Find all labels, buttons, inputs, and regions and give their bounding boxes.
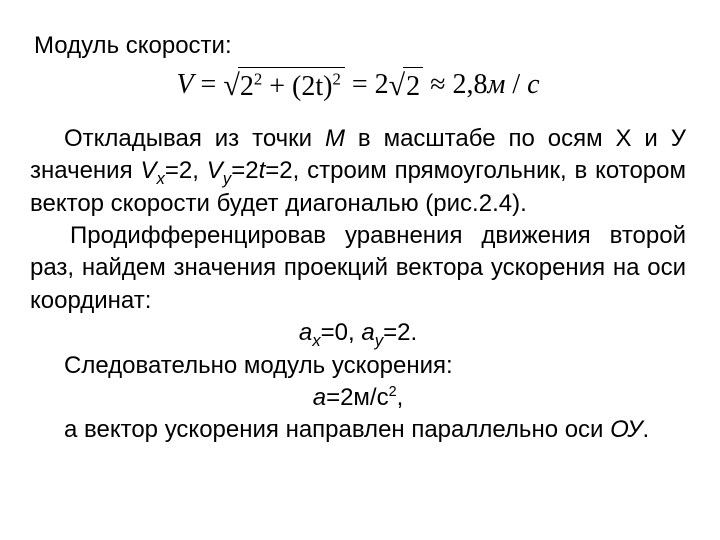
p1-t1: Откладывая из точки bbox=[64, 125, 325, 152]
p1-vy-sub: y bbox=[223, 169, 231, 188]
root1-b-coef: 2 bbox=[301, 71, 315, 102]
formula-coef: 2 bbox=[375, 69, 389, 100]
paragraph-2: Продифференцировав уравнения движения вт… bbox=[30, 220, 686, 317]
paragraph-1: Откладывая из точки М в масштабе по осям… bbox=[30, 123, 686, 220]
formula-lhs: V bbox=[176, 69, 193, 100]
root2-val: 2 bbox=[403, 67, 423, 106]
formula-unit-s: с bbox=[527, 69, 539, 100]
formula-eq2: = bbox=[345, 69, 375, 100]
ax-sym: a bbox=[299, 319, 312, 346]
accel-magnitude: a=2м/с2, bbox=[30, 382, 686, 414]
ay-sub: y bbox=[375, 331, 383, 350]
formula-unit-m: м bbox=[487, 69, 505, 100]
a-tail: , bbox=[397, 384, 404, 411]
formula-approx: ≈ bbox=[423, 69, 452, 100]
root1-b-exp: 2 bbox=[332, 70, 340, 89]
root1-a-exp: 2 bbox=[254, 70, 262, 89]
p1-vy-sym: V bbox=[207, 157, 223, 184]
formula-unit-slash: / bbox=[505, 69, 527, 100]
a-sym: a bbox=[313, 384, 326, 411]
root1-plus: + ( bbox=[262, 71, 301, 102]
ay-val: =2. bbox=[383, 319, 417, 346]
p1-eq-a: =2, bbox=[165, 157, 207, 184]
paragraph-4: а вектор ускорения направлен параллельно… bbox=[30, 414, 686, 446]
a-exp: 2 bbox=[389, 384, 397, 400]
p4-dot: . bbox=[643, 416, 650, 443]
p4-t1: а вектор ускорения направлен параллельно… bbox=[64, 416, 610, 443]
p4-oy: ОУ bbox=[610, 416, 642, 443]
p1-vx-sym: V bbox=[140, 157, 156, 184]
title: Модуль скорости: bbox=[34, 30, 686, 62]
ay-sym: a bbox=[361, 319, 374, 346]
p1-vx-sub: x bbox=[156, 169, 164, 188]
paragraph-3: Следовательно модуль ускорения: bbox=[30, 350, 686, 382]
velocity-formula: V = √22 + (2t)2 = 2√2 ≈ 2,8м / с bbox=[30, 66, 686, 107]
sqrt-2: √2 bbox=[389, 66, 423, 107]
p1-point-m: М bbox=[325, 125, 345, 152]
ax-val: =0, bbox=[321, 319, 362, 346]
a-eq: =2м/с bbox=[326, 384, 389, 411]
root1-a-base: 2 bbox=[240, 71, 254, 102]
root1-b-var: t bbox=[315, 71, 323, 102]
page: Модуль скорости: V = √22 + (2t)2 = 2√2 ≈… bbox=[0, 0, 720, 467]
p1-eq-b: =2 bbox=[231, 157, 258, 184]
formula-value: 2,8 bbox=[452, 69, 487, 100]
formula-eq1: = bbox=[194, 69, 224, 100]
accel-components: ax=0, ay=2. bbox=[30, 317, 686, 349]
ax-sub: x bbox=[312, 331, 320, 350]
sqrt-1: √22 + (2t)2 bbox=[223, 66, 344, 107]
